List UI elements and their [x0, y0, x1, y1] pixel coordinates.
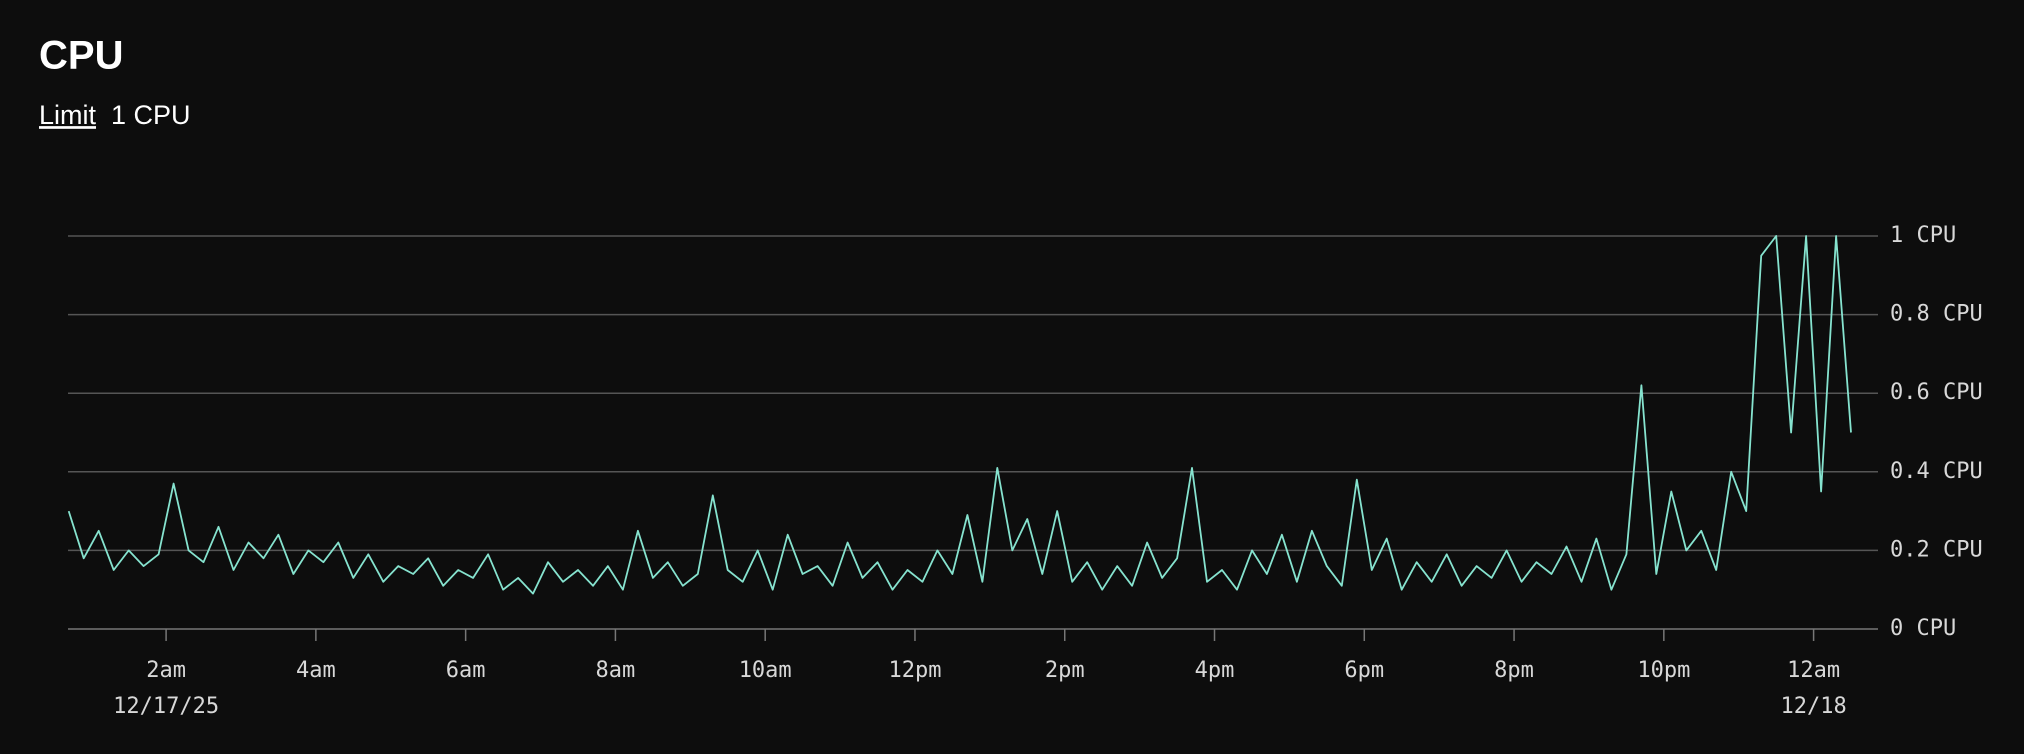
y-tick-label: 0.2 CPU — [1890, 537, 1983, 562]
x-tick-label: 8am — [596, 658, 636, 683]
x-date-label: 12/18 — [1780, 694, 1846, 719]
x-tick-label: 6pm — [1344, 658, 1384, 683]
x-date-label: 12/17/25 — [113, 694, 219, 719]
x-tick-label: 10pm — [1637, 658, 1690, 683]
limit-label[interactable]: Limit — [39, 100, 97, 130]
x-tick-label: 4am — [296, 658, 336, 683]
x-tick-label: 10am — [739, 658, 792, 683]
y-tick-label: 1 CPU — [1890, 223, 1956, 248]
x-tick-label: 2am — [146, 658, 186, 683]
x-tick-label: 12pm — [888, 658, 941, 683]
x-tick-label: 8pm — [1494, 658, 1534, 683]
y-tick-label: 0 CPU — [1890, 616, 1956, 641]
y-tick-label: 0.4 CPU — [1890, 459, 1983, 484]
y-tick-label: 0.8 CPU — [1890, 302, 1983, 327]
y-tick-label: 0.6 CPU — [1890, 380, 1983, 405]
x-tick-label: 4pm — [1195, 658, 1235, 683]
x-tick-label: 12am — [1787, 658, 1840, 683]
cpu-line — [67, 235, 1852, 595]
x-tick-label: 6am — [446, 658, 486, 683]
x-tick-label: 2pm — [1045, 658, 1085, 683]
limit-value: 1 CPU — [111, 100, 191, 130]
chart-title: CPU — [39, 34, 123, 78]
